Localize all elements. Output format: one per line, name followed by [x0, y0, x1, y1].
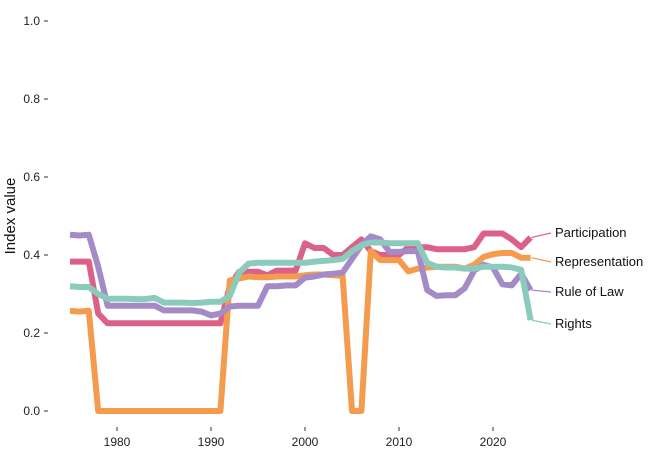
series-label-connector-rights: [531, 319, 552, 325]
series-label-rights: Rights: [555, 316, 592, 331]
series-lines: [69, 230, 534, 414]
x-tick-label: 2010: [386, 435, 413, 449]
x-tick-label: 2020: [480, 435, 507, 449]
series-line-rights: [69, 239, 534, 321]
series-label-connector-representation: [531, 257, 552, 263]
x-tick-label: 1980: [104, 435, 131, 449]
y-tick-label: 1.0: [23, 14, 40, 28]
series-label-participation: Participation: [555, 225, 627, 240]
x-axis: 1980 1990 2000 2010 2020: [104, 427, 507, 449]
series-line-representation: [69, 248, 531, 414]
x-tick-label: 1990: [198, 435, 225, 449]
y-tick-label: 0.0: [23, 404, 40, 418]
y-axis-title: Index value: [2, 178, 19, 255]
series-line-participation: [70, 230, 533, 327]
series-label-representation: Representation: [555, 254, 643, 269]
series-label-connector-rule-of-law: [531, 289, 552, 293]
y-tick-label: 0.6: [23, 170, 40, 184]
series-label-connector-participation: [531, 232, 552, 239]
y-tick-label: 0.4: [23, 248, 40, 262]
y-tick-label: 0.8: [23, 92, 40, 106]
y-axis: 0.0 0.2 0.4 0.6 0.8 1.0: [23, 14, 48, 418]
series-labels: Participation Representation Rule of Law Ri…: [531, 225, 643, 331]
series-label-rule-of-law: Rule of Law: [555, 284, 624, 299]
y-tick-label: 0.2: [23, 326, 40, 340]
series-line-rule-of-law: [69, 231, 534, 319]
x-tick-label: 2000: [292, 435, 319, 449]
